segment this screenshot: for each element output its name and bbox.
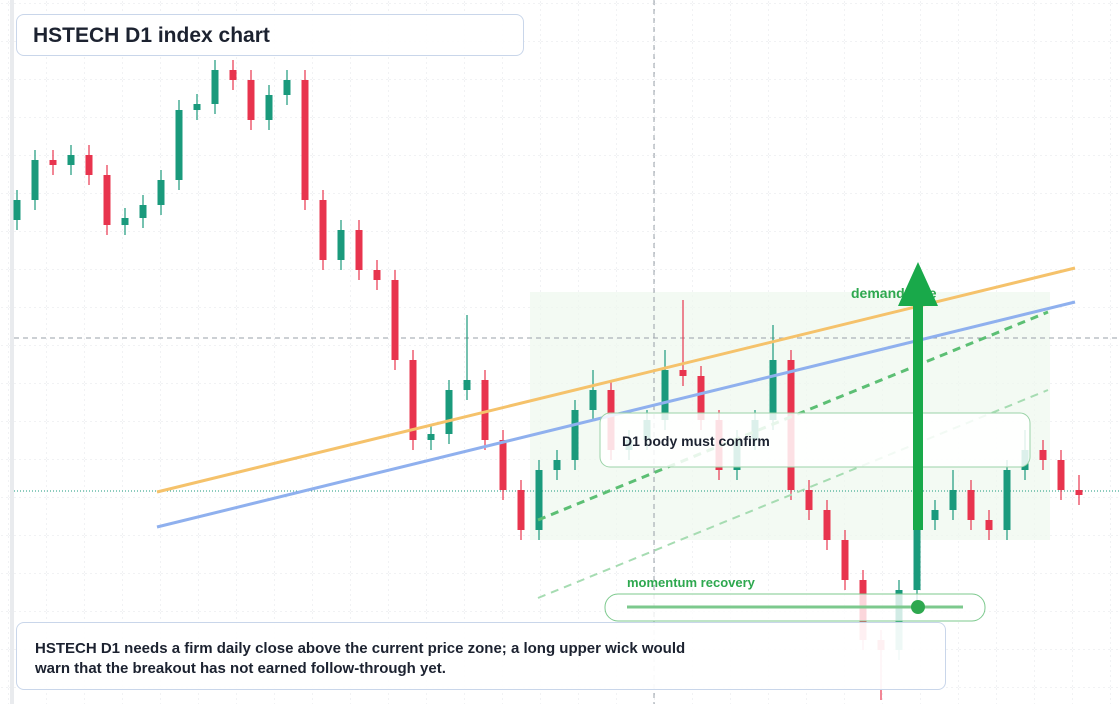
candle-body [571, 410, 579, 460]
candle-body [679, 370, 687, 376]
candle-body [805, 490, 813, 510]
candle-body [463, 380, 471, 390]
candle-body [445, 390, 453, 434]
candle-body [1075, 490, 1083, 495]
candle-body [841, 540, 849, 580]
candle-body [1039, 450, 1047, 460]
candle-body [283, 80, 291, 95]
candle-body [427, 434, 435, 440]
candle-body [175, 110, 183, 180]
candle-body [265, 95, 273, 120]
candle-body [985, 520, 993, 530]
candle-body [31, 160, 39, 200]
candle-body [589, 390, 597, 410]
candle-body [931, 510, 939, 520]
dashed-line [537, 389, 1049, 599]
candle-body [1057, 460, 1065, 490]
candle-body [85, 155, 93, 175]
candle-body [553, 460, 561, 470]
annotation: momentum recovery [627, 575, 756, 590]
candle-body [229, 70, 237, 80]
candle-body [247, 80, 255, 120]
candle-body [1003, 470, 1011, 530]
candle-body [355, 230, 363, 270]
candle-body [121, 218, 129, 225]
candle-body [661, 370, 669, 420]
candle-body [139, 205, 147, 218]
candle-body [13, 200, 21, 220]
momentum-knob [911, 600, 925, 614]
candle-body [499, 440, 507, 490]
arrow-shaft [913, 300, 923, 530]
candle-body [535, 470, 543, 530]
dashed-line [537, 310, 1049, 522]
candle-body [67, 155, 75, 165]
candle-body [103, 175, 111, 225]
candle-body [337, 230, 345, 260]
candle-body [967, 490, 975, 520]
candle-body [391, 280, 399, 360]
chart-title: HSTECH D1 index chart [16, 14, 524, 56]
candle-body [373, 270, 381, 280]
candle-body [319, 200, 327, 260]
candle-body [697, 376, 705, 420]
candle-body [823, 510, 831, 540]
candle-body [49, 160, 57, 165]
annotation: D1 body must confirm [622, 433, 770, 449]
candle-body [913, 520, 921, 590]
note-text: HSTECH D1 needs a firm daily close above… [35, 640, 686, 677]
candle-body [211, 70, 219, 104]
candle-body [481, 380, 489, 440]
candle-body [517, 490, 525, 530]
candle-body [769, 360, 777, 420]
arrow-head [898, 262, 938, 306]
candle-body [301, 80, 309, 200]
left-edge [10, 0, 14, 704]
candle-body [193, 104, 201, 110]
note: HSTECH D1 needs a firm daily close above… [16, 622, 946, 690]
candle-body [409, 360, 417, 440]
candle-body [157, 180, 165, 205]
candle-body [949, 490, 957, 510]
